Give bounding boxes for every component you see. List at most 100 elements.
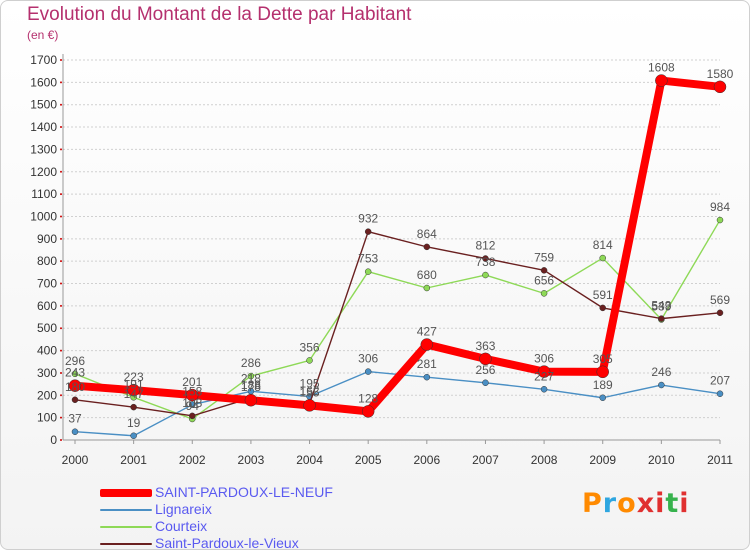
data-label-saint-pardoux-le-neuf: 223 bbox=[124, 370, 144, 384]
series-lines bbox=[68, 74, 727, 440]
data-label-saint-pardoux-le-vieux: 147 bbox=[124, 387, 144, 401]
data-point-courteix bbox=[423, 284, 431, 292]
y-minor-tick bbox=[60, 215, 62, 218]
data-label-saint-pardoux-le-vieux: 864 bbox=[417, 227, 437, 241]
logo-letter: P bbox=[582, 488, 603, 519]
data-label-saint-pardoux-le-neuf: 128 bbox=[358, 391, 378, 405]
x-tick-label: 2003 bbox=[238, 453, 265, 467]
y-minor-tick bbox=[60, 81, 62, 84]
data-label-lignareix: 227 bbox=[534, 369, 554, 383]
data-point-saint-pardoux-le-neuf bbox=[303, 399, 316, 412]
y-minor-tick bbox=[60, 394, 62, 397]
data-point-courteix bbox=[247, 372, 255, 380]
legend-swatch-saint-pardoux-le-neuf bbox=[100, 488, 152, 497]
data-point-saint-pardoux-le-neuf bbox=[479, 352, 492, 366]
logo-letter: t bbox=[665, 488, 680, 519]
y-tick-label: 700 bbox=[37, 277, 57, 291]
y-tick-label: 1400 bbox=[30, 120, 57, 134]
data-point-saint-pardoux-le-vieux bbox=[658, 315, 665, 322]
y-minor-tick bbox=[60, 371, 62, 374]
data-label-saint-pardoux-le-neuf: 178 bbox=[241, 380, 261, 394]
data-point-saint-pardoux-le-neuf bbox=[361, 405, 375, 418]
data-label-lignareix: 246 bbox=[651, 365, 671, 379]
y-minor-tick bbox=[60, 126, 62, 129]
legend-swatch-courteix bbox=[100, 525, 152, 528]
data-label-saint-pardoux-le-vieux: 812 bbox=[475, 238, 495, 252]
data-label-saint-pardoux-le-vieux: 108 bbox=[182, 396, 202, 410]
data-label-lignareix: 281 bbox=[417, 357, 437, 371]
logo-letter: i bbox=[655, 488, 666, 519]
data-point-saint-pardoux-le-vieux bbox=[130, 403, 137, 411]
legend-label-lignareix: Lignareix bbox=[155, 501, 212, 517]
data-label-saint-pardoux-le-vieux: 759 bbox=[534, 250, 554, 264]
data-point-saint-pardoux-le-vieux bbox=[364, 228, 372, 235]
data-point-saint-pardoux-le-neuf bbox=[537, 365, 551, 378]
y-minor-tick bbox=[60, 327, 62, 330]
x-tick-label: 2004 bbox=[296, 453, 323, 467]
data-label-courteix: 539 bbox=[651, 300, 671, 314]
data-label-lignareix: 37 bbox=[68, 412, 82, 426]
data-point-courteix bbox=[306, 357, 313, 364]
data-point-saint-pardoux-le-neuf bbox=[420, 338, 434, 351]
data-label-lignareix: 189 bbox=[593, 378, 613, 392]
chart-unit: (en €) bbox=[27, 28, 59, 42]
y-minor-tick bbox=[60, 193, 62, 196]
y-tick-label: 1300 bbox=[30, 142, 57, 156]
data-label-saint-pardoux-le-neuf: 1580 bbox=[707, 67, 734, 81]
legend-swatch-saint-pardoux-le-vieux bbox=[100, 542, 152, 545]
y-tick-label: 600 bbox=[37, 299, 57, 313]
data-label-saint-pardoux-le-vieux: 932 bbox=[358, 212, 378, 226]
chart-title: Evolution du Montant de la Dette par Hab… bbox=[27, 4, 412, 25]
y-minor-tick bbox=[60, 349, 62, 352]
y-tick-label: 400 bbox=[37, 344, 57, 358]
data-point-courteix bbox=[71, 370, 79, 378]
data-label-lignareix: 218 bbox=[241, 371, 261, 385]
data-point-saint-pardoux-le-vieux bbox=[71, 396, 79, 404]
data-label-courteix: 296 bbox=[65, 354, 85, 368]
data-label-courteix: 753 bbox=[358, 252, 378, 266]
y-minor-tick bbox=[60, 237, 62, 240]
gridlines bbox=[63, 59, 720, 441]
data-label-lignareix: 256 bbox=[475, 363, 495, 377]
logo-letter: i bbox=[679, 488, 690, 519]
data-point-saint-pardoux-le-neuf bbox=[68, 379, 82, 392]
data-point-saint-pardoux-le-vieux bbox=[599, 304, 606, 312]
data-point-saint-pardoux-le-vieux bbox=[189, 412, 196, 420]
data-point-lignareix bbox=[130, 432, 137, 440]
data-point-lignareix bbox=[599, 394, 606, 402]
data-point-lignareix bbox=[364, 368, 372, 375]
y-tick-label: 1500 bbox=[30, 98, 57, 112]
data-point-saint-pardoux-le-vieux bbox=[482, 255, 489, 262]
logo-letter: r bbox=[602, 488, 618, 519]
y-tick-label: 1200 bbox=[30, 165, 57, 179]
data-label-saint-pardoux-le-vieux: 180 bbox=[65, 380, 85, 394]
data-label-courteix: 191 bbox=[124, 377, 144, 391]
data-label-courteix: 738 bbox=[475, 255, 495, 269]
data-label-courteix: 286 bbox=[241, 356, 261, 370]
data-label-lignareix: 195 bbox=[300, 376, 320, 390]
y-tick-label: 0 bbox=[50, 433, 57, 447]
data-point-saint-pardoux-le-vieux bbox=[540, 267, 548, 274]
data-label-saint-pardoux-le-neuf: 1608 bbox=[648, 61, 675, 75]
y-minor-tick bbox=[60, 304, 62, 307]
x-tick-label: 2000 bbox=[62, 453, 89, 467]
x-tick-label: 2002 bbox=[179, 453, 206, 467]
data-label-lignareix: 158 bbox=[182, 385, 202, 399]
series-line-courteix bbox=[74, 219, 721, 420]
y-minor-tick bbox=[60, 170, 62, 173]
y-minor-tick bbox=[60, 439, 62, 441]
y-tick-label: 500 bbox=[37, 321, 57, 335]
data-point-lignareix bbox=[189, 401, 196, 408]
data-point-lignareix bbox=[71, 428, 79, 435]
y-tick-label: 100 bbox=[37, 411, 57, 425]
y-tick-label: 1700 bbox=[30, 53, 57, 67]
data-label-saint-pardoux-le-vieux: 162 bbox=[300, 384, 320, 398]
series-line-saint-pardoux-le-neuf bbox=[71, 76, 724, 416]
y-tick-label: 1100 bbox=[31, 187, 57, 201]
y-tick-label: 1000 bbox=[30, 209, 57, 223]
axes: 0 100 200 300 400 500 600 700 800 900 1000 1100 1200… bbox=[30, 53, 733, 467]
data-label-saint-pardoux-le-vieux: 543 bbox=[651, 299, 671, 313]
data-label-saint-pardoux-le-vieux: 591 bbox=[593, 288, 613, 302]
y-minor-tick bbox=[60, 148, 62, 151]
